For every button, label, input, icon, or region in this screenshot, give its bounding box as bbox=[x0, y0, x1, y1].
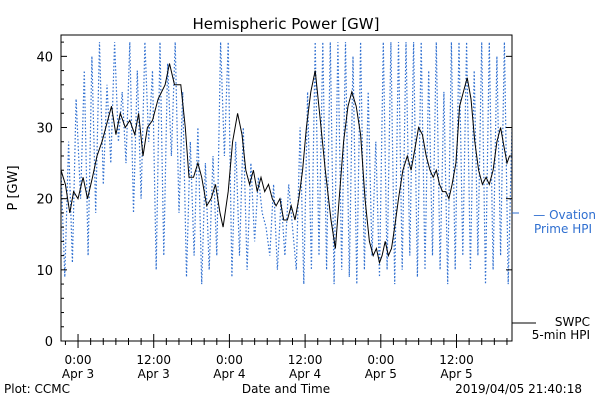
series-layer bbox=[61, 42, 512, 285]
y-tick-label-2: 20 bbox=[36, 193, 53, 208]
y-axis-label: P [GW] bbox=[6, 165, 21, 210]
x-tick-date-1: Apr 3 bbox=[138, 367, 170, 381]
x-tick-date-0: Apr 3 bbox=[62, 367, 94, 381]
x-tick-time-5: 12:00 bbox=[439, 353, 474, 367]
footer-timestamp: 2019/04/05 21:40:18 bbox=[455, 382, 582, 396]
y-tick-label-3: 30 bbox=[36, 122, 53, 137]
footer-plot-credit: Plot: CCMC bbox=[4, 382, 70, 396]
x-tick-time-1: 12:00 bbox=[136, 353, 171, 367]
x-tick-time-3: 12:00 bbox=[288, 353, 323, 367]
x-tick-time-2: 0:00 bbox=[216, 353, 243, 367]
legend-swpc-label: SWPC bbox=[555, 315, 590, 329]
plot-frame bbox=[60, 34, 513, 342]
y-tick-label-1: 10 bbox=[36, 264, 53, 279]
x-tick-time-4: 0:00 bbox=[367, 353, 394, 367]
chart-title: Hemispheric Power [GW] bbox=[193, 15, 380, 33]
x-tick-date-3: Apr 4 bbox=[289, 367, 321, 381]
x-tick-date-5: Apr 5 bbox=[440, 367, 472, 381]
y-tick-label-0: 0 bbox=[45, 335, 53, 350]
legend-ovation-label: — Ovation bbox=[533, 208, 596, 222]
x-tick-date-2: Apr 4 bbox=[213, 367, 245, 381]
series-line-ovation-prime bbox=[61, 42, 512, 285]
y-axis: 0 10 20 30 40 bbox=[36, 41, 512, 350]
x-tick-time-0: 0:00 bbox=[65, 353, 92, 367]
legend-ovation-label2: Prime HPI bbox=[534, 222, 592, 236]
legend-ovation: — Ovation Prime HPI bbox=[512, 208, 596, 236]
x-tick-date-4: Apr 5 bbox=[365, 367, 397, 381]
legend-swpc-label2: 5-min HPI bbox=[532, 328, 590, 342]
series-line-swpc bbox=[61, 63, 512, 265]
legend-swpc: SWPC 5-min HPI bbox=[512, 315, 590, 342]
x-axis-label: Date and Time bbox=[242, 382, 330, 396]
y-tick-label-4: 40 bbox=[36, 50, 53, 65]
